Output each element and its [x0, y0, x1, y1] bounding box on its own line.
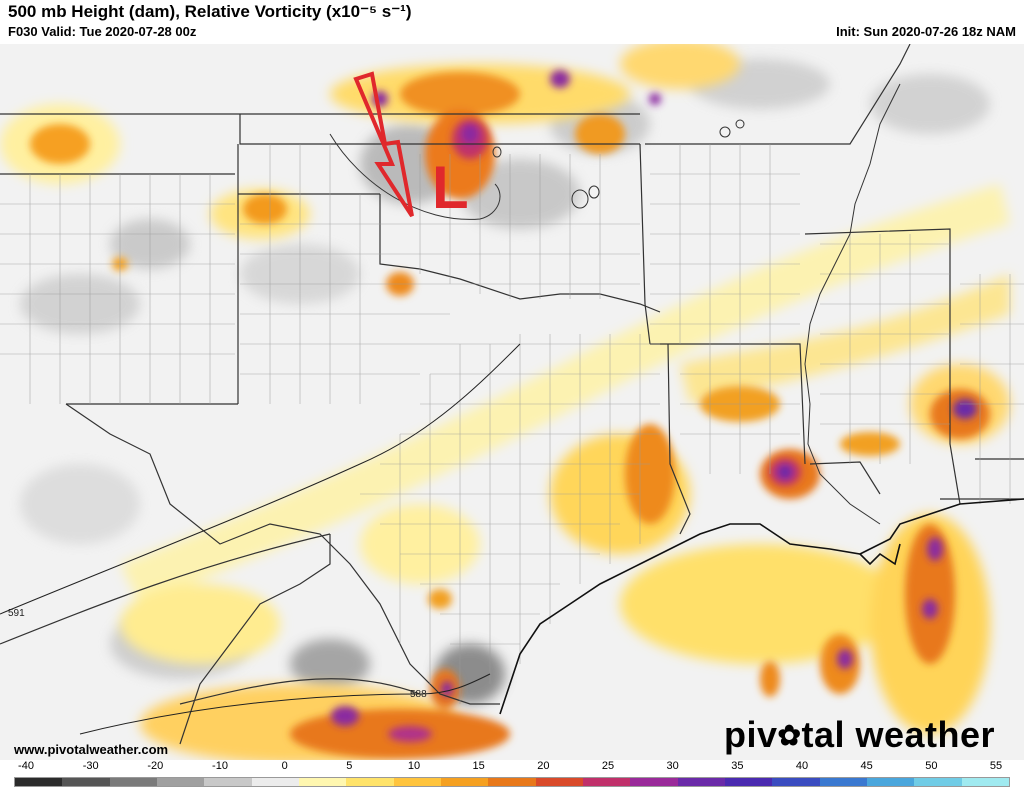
- contour-label-588: 588: [410, 689, 427, 700]
- colorbar-swatch: [346, 778, 394, 786]
- coastline: [499, 498, 1024, 715]
- colorbar-swatch: [15, 778, 63, 786]
- website-credit: www.pivotalweather.com: [14, 742, 169, 757]
- map-header: 500 mb Height (dam), Relative Vorticity …: [0, 0, 1024, 44]
- gear-icon: ✿: [777, 720, 802, 751]
- colorbar-tick-label: -40: [18, 760, 34, 772]
- colorbar-swatch: [677, 778, 725, 786]
- colorbar-tick-label: 15: [472, 760, 485, 772]
- colorbar-tick-label: 0: [281, 760, 288, 772]
- colorbar-swatch: [393, 778, 441, 786]
- colorbar-swatch: [62, 778, 110, 786]
- red-arrow-annotation: [353, 71, 414, 218]
- colorbar-swatch: [298, 778, 347, 786]
- colorbar-tick-label: 10: [407, 760, 421, 772]
- colorbar-swatch: [109, 778, 157, 786]
- colorbar-tick-label: 25: [601, 760, 615, 772]
- colorbar-swatch: [535, 778, 583, 786]
- colorbar-tick-label: 30: [666, 760, 679, 772]
- colorbar-swatch: [630, 778, 678, 786]
- low-pressure-marker: L: [432, 154, 469, 221]
- colorbar-tick-label: 20: [537, 760, 550, 772]
- valid-time: F030 Valid: Tue 2020-07-28 00z: [8, 24, 197, 39]
- colorbar-swatch: [866, 778, 915, 786]
- colorbar-swatch: [724, 778, 773, 786]
- colorbar-tick-label: -30: [82, 760, 99, 772]
- vorticity-colorbar: -40 -30 -20 -10 0 5 10 15 20 25 30 35 40 45 50 55: [14, 760, 1010, 791]
- colorbar-tick-label: 50: [925, 760, 938, 772]
- colorbar-swatch: [961, 778, 1009, 786]
- colorbar-swatch: [251, 778, 299, 786]
- county-boundaries: [0, 144, 1024, 704]
- colorbar-tick-label: 55: [989, 760, 1003, 772]
- colorbar-swatch: [582, 778, 631, 786]
- colorbar-tick-label: 45: [860, 760, 873, 772]
- colorbar-tick-label: 5: [346, 760, 353, 772]
- colorbar-swatch: [440, 778, 489, 786]
- colorbar-tick-label: 35: [731, 760, 744, 772]
- colorbar-swatch: [156, 778, 205, 786]
- map-title: 500 mb Height (dam), Relative Vorticity …: [8, 2, 412, 21]
- brand-text-right: tal weather: [801, 714, 996, 755]
- weather-map[interactable]: L: [0, 44, 1024, 760]
- height-contour-588: [79, 673, 491, 735]
- colorbar-swatch: [772, 778, 820, 786]
- colorbar-swatch: [204, 778, 252, 786]
- vorticity-purple-maxima: [331, 70, 977, 742]
- colorbar-swatch: [914, 778, 962, 786]
- brand-logo: piv✿tal weather: [724, 714, 995, 756]
- brand-text-left: piv: [724, 714, 778, 755]
- colorbar-tick-label: -10: [212, 760, 228, 772]
- init-time: Init: Sun 2020-07-26 18z NAM: [836, 24, 1016, 39]
- map-canvas: L: [0, 44, 1024, 760]
- colorbar-swatch: [819, 778, 867, 786]
- colorbar-strip: [14, 777, 1010, 787]
- height-contour-591: [0, 343, 521, 615]
- height-contour-lows: [329, 119, 745, 220]
- contour-label-591: 591: [8, 608, 25, 619]
- river-mississippi: [804, 83, 901, 525]
- colorbar-swatch: [488, 778, 536, 786]
- colorbar-tick-label: 40: [795, 760, 809, 772]
- colorbar-tick-label: -20: [147, 760, 164, 772]
